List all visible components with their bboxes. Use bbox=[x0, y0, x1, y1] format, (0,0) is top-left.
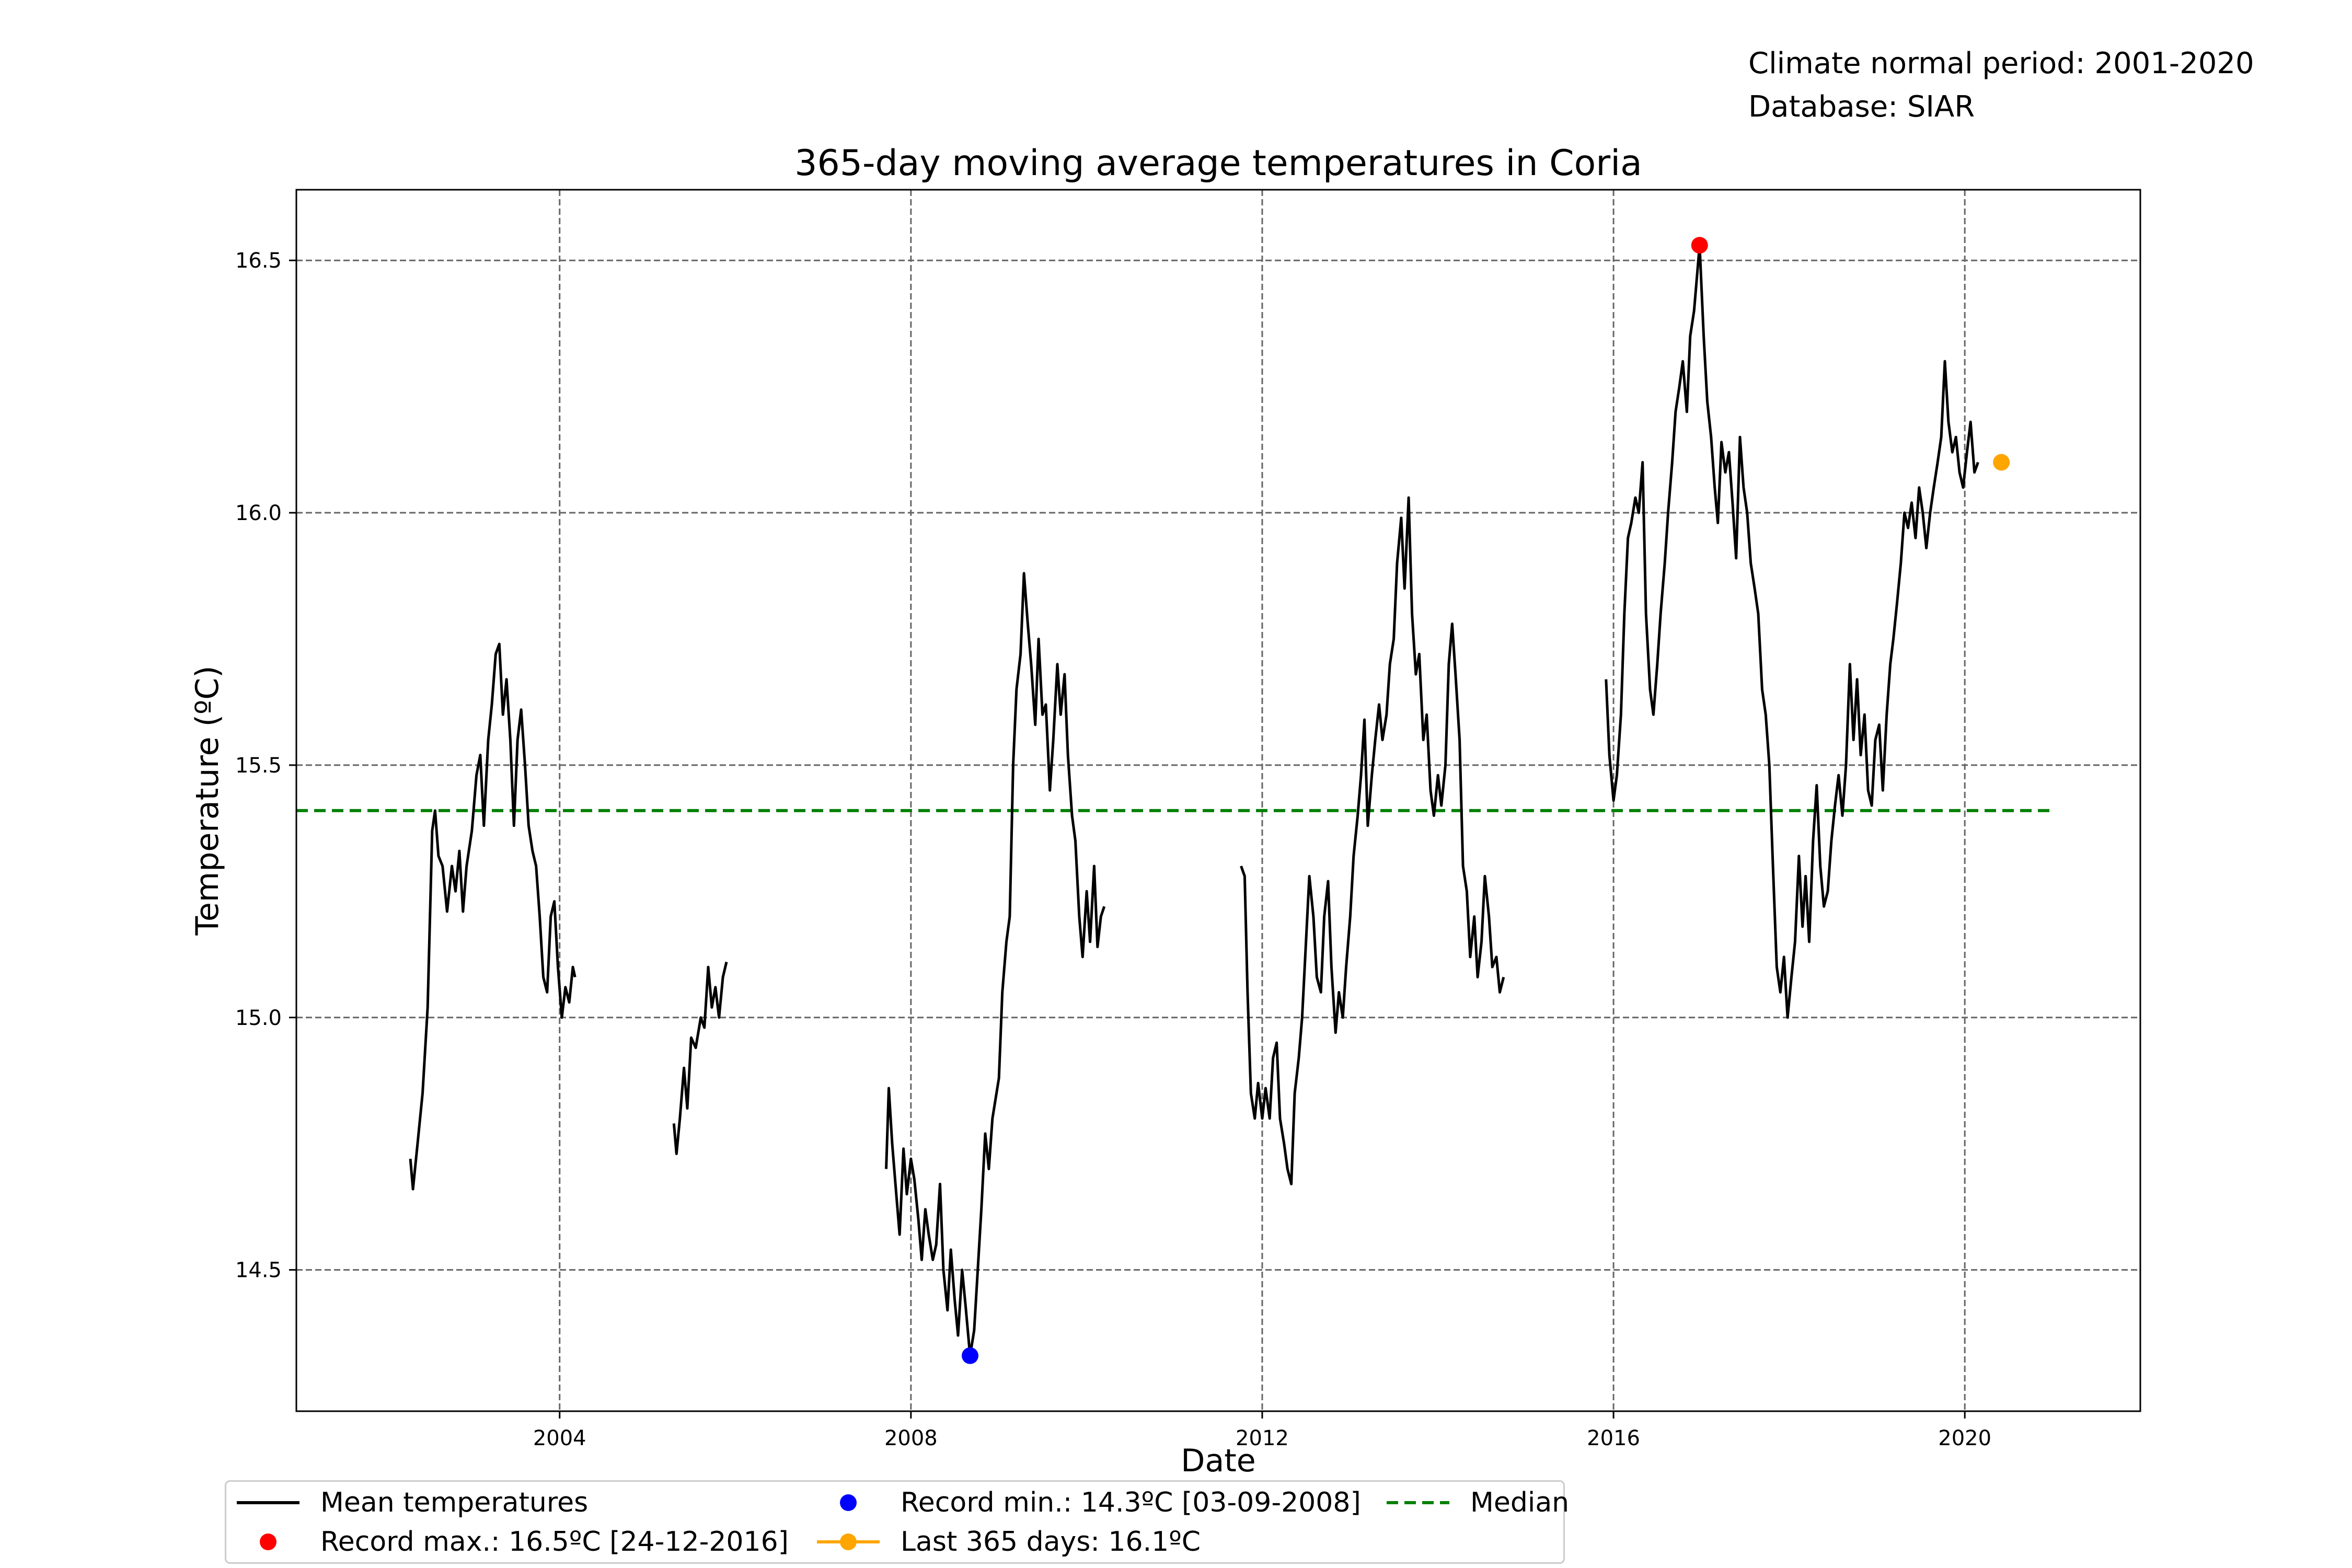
x-axis-label: Date bbox=[1181, 1443, 1255, 1479]
legend-label-record-max: Record max.: 16.5ºC [24-12-2016] bbox=[320, 1526, 789, 1558]
plot-frame bbox=[295, 189, 2141, 1412]
mean-temperature-line bbox=[409, 642, 577, 1191]
mean-temperature-line bbox=[672, 961, 728, 1155]
x-tick-label: 2008 bbox=[884, 1426, 938, 1450]
legend-label-mean: Mean temperatures bbox=[320, 1487, 589, 1518]
y-tick-label: 16.5 bbox=[235, 249, 282, 273]
plot-area bbox=[296, 190, 2140, 1411]
x-tick-label: 2012 bbox=[1236, 1426, 1289, 1450]
record-max-marker bbox=[1691, 237, 1708, 254]
y-axis-label: Temperature (ºC) bbox=[189, 665, 226, 936]
mean-temperature-line bbox=[1240, 496, 1505, 1185]
legend-swatch-mean bbox=[237, 1501, 299, 1504]
y-tick-label: 16.0 bbox=[235, 501, 282, 525]
legend-label-last365: Last 365 days: 16.1ºC bbox=[901, 1526, 1201, 1558]
legend-swatch-record-min bbox=[840, 1494, 857, 1511]
legend-label-record-min: Record min.: 14.3ºC [03-09-2008] bbox=[901, 1487, 1361, 1518]
x-tick-label: 2020 bbox=[1938, 1426, 1991, 1450]
y-tick-label: 15.5 bbox=[235, 754, 282, 778]
mean-temperature-line bbox=[1605, 244, 1979, 1019]
legend-swatch-record-max bbox=[260, 1534, 276, 1550]
legend-swatch-last365 bbox=[817, 1534, 880, 1550]
legend-swatch-median bbox=[1387, 1501, 1449, 1504]
x-tick-label: 2016 bbox=[1587, 1426, 1640, 1450]
y-tick-label: 15.0 bbox=[235, 1006, 282, 1030]
chart-title: 365-day moving average temperatures in C… bbox=[794, 143, 1642, 184]
database-label: Database: SIAR bbox=[1748, 90, 1975, 124]
last365-marker bbox=[1993, 454, 2010, 471]
chart-legend: Mean temperatures Record max.: 16.5ºC [2… bbox=[225, 1480, 1569, 1564]
mean-temperature-line bbox=[885, 572, 1106, 1357]
record-min-marker bbox=[962, 1347, 979, 1364]
x-tick-label: 2004 bbox=[533, 1426, 586, 1450]
legend-label-median: Median bbox=[1470, 1487, 1570, 1518]
climate-period-label: Climate normal period: 2001-2020 bbox=[1748, 47, 2254, 80]
y-tick-label: 14.5 bbox=[235, 1259, 282, 1283]
